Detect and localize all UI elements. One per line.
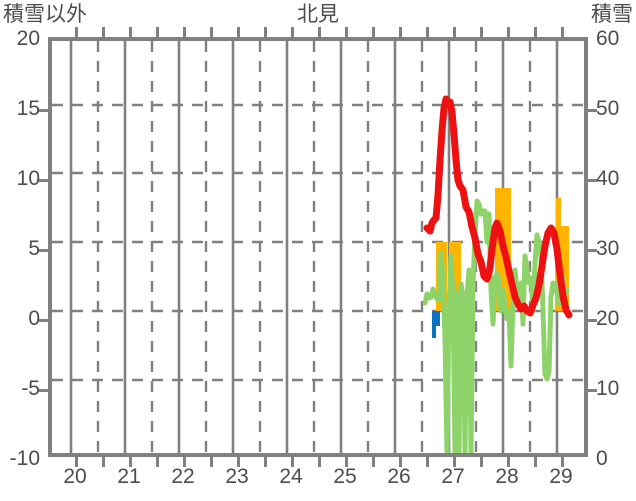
precip-bar [436,311,440,326]
bottom-tick [75,456,78,467]
right-tick-30: 30 [596,237,620,260]
left-tick-neg5: -5 [21,377,40,400]
right-tick-50: 50 [596,97,620,120]
bottom-tick [345,456,348,467]
bottom-tick [102,456,105,467]
x-tick-27: 27 [441,465,465,488]
bottom-tick [318,456,321,467]
left-tick-mark [39,389,49,392]
left-tick-mark [39,319,49,322]
top-tick [453,27,456,38]
x-tick-24: 24 [279,465,303,488]
top-tick [129,27,132,38]
non-snow-polyline [423,95,573,319]
right-tick-0: 0 [596,447,608,470]
bottom-tick [291,456,294,467]
left-tick-neg10: -10 [9,447,40,470]
bottom-tick [534,456,537,467]
left-tick-0: 0 [28,307,40,330]
non-snow-line [423,95,573,319]
top-tick [237,27,240,38]
left-tick-mark [39,109,49,112]
left-tick-10: 10 [16,167,40,190]
top-tick [534,27,537,38]
bottom-tick [183,456,186,467]
bottom-tick [237,456,240,467]
plot-area [39,27,597,467]
right-tick-60: 60 [596,27,620,50]
bottom-tick [426,456,429,467]
bottom-tick [210,456,213,467]
x-tick-28: 28 [495,465,519,488]
temperature-polyline [422,198,570,453]
top-tick [210,27,213,38]
top-tick [507,27,510,38]
x-tick-22: 22 [171,465,195,488]
temperature-line [422,198,570,453]
bottom-tick [561,456,564,467]
left-tick-mark [39,249,49,252]
left-tick-mark [39,179,49,182]
x-tick-26: 26 [387,465,411,488]
bottom-tick [399,456,402,467]
right-axis-title: 積雪 [591,3,633,26]
top-tick [183,27,186,38]
right-tick-mark [587,179,597,182]
chart-title: 北見 [297,3,339,26]
precip-bar [432,311,436,338]
top-tick [102,27,105,38]
bottom-tick [480,456,483,467]
left-tick-5: 5 [28,237,40,260]
right-tick-mark [587,109,597,112]
right-tick-10: 10 [596,377,620,400]
top-tick [291,27,294,38]
bottom-tick [156,456,159,467]
top-tick [318,27,321,38]
top-tick [399,27,402,38]
x-tick-20: 20 [63,465,87,488]
x-tick-23: 23 [225,465,249,488]
top-tick [426,27,429,38]
top-tick [156,27,159,38]
x-tick-25: 25 [333,465,357,488]
bottom-tick [372,456,375,467]
bottom-tick [453,456,456,467]
right-tick-mark [587,249,597,252]
right-tick-mark [587,389,597,392]
left-tick-15: 15 [16,97,40,120]
bottom-tick [264,456,267,467]
top-tick [561,27,564,38]
top-tick [372,27,375,38]
right-tick-mark [587,319,597,322]
right-tick-20: 20 [596,307,620,330]
right-tick-40: 40 [596,167,620,190]
left-tick-20: 20 [16,27,40,50]
x-tick-21: 21 [117,465,141,488]
x-tick-29: 29 [549,465,573,488]
top-tick [75,27,78,38]
top-tick [345,27,348,38]
left-axis-title: 積雪以外 [3,3,87,26]
bottom-tick [507,456,510,467]
bottom-tick [129,456,132,467]
precipitation-bars [432,311,440,338]
top-tick [480,27,483,38]
top-tick [264,27,267,38]
